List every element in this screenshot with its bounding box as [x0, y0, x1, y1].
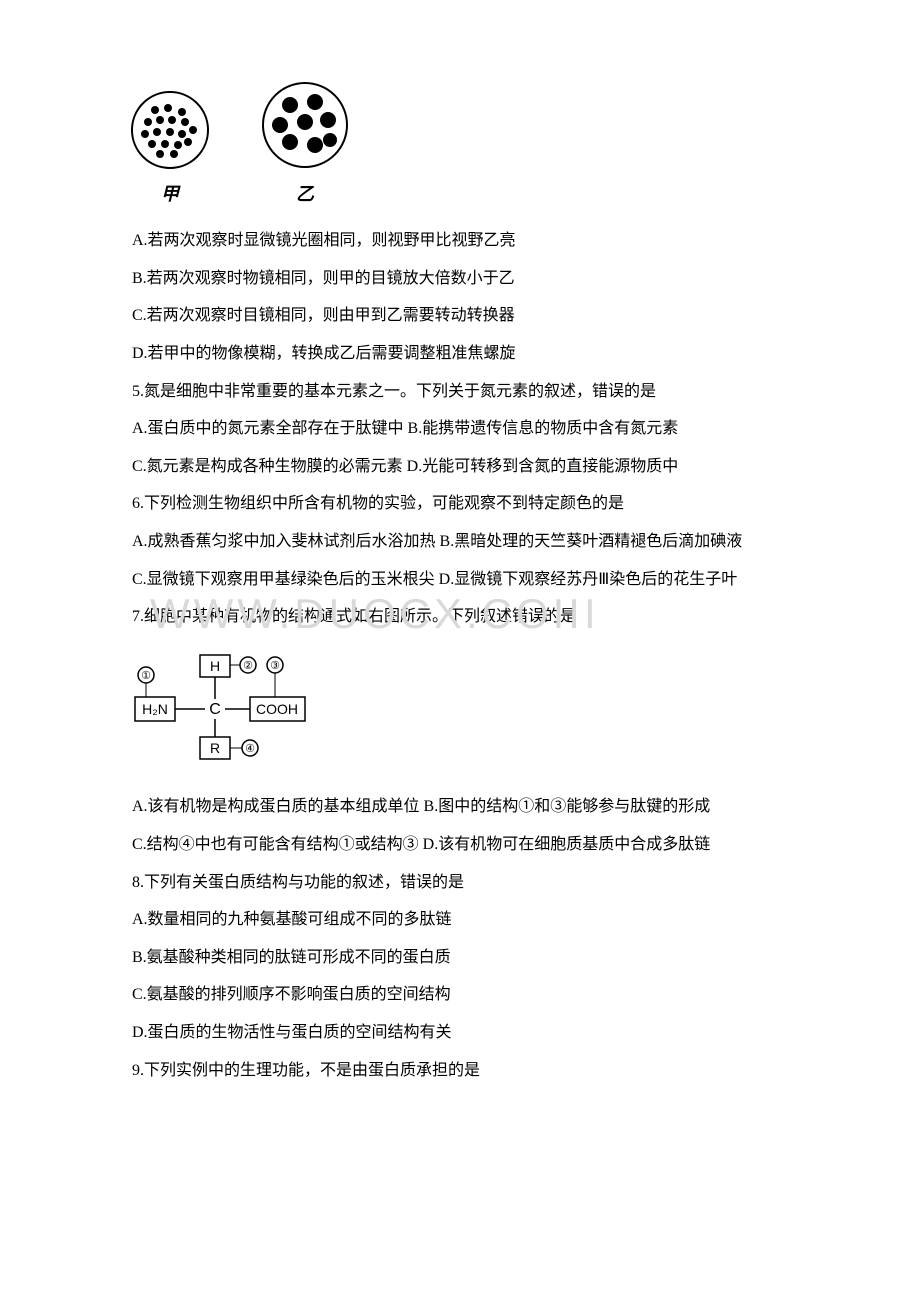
q7-stem: 7.细胞中某种有机物的结构通式如右图所示。下列叙述错误的是: [100, 602, 820, 632]
q7-optAB: A.该有机物是构成蛋白质的基本组成单位 B.图中的结构①和③能够参与肽键的形成: [100, 792, 820, 822]
q4-optC: C.若两次观察时目镜相同，则由甲到乙需要转动转换器: [100, 301, 820, 331]
label-yi: 乙: [296, 178, 314, 211]
q8-optB: B.氨基酸种类相同的肽链可形成不同的蛋白质: [100, 943, 820, 973]
q4-optA: A.若两次观察时显微镜光圈相同，则视野甲比视野乙亮: [100, 226, 820, 256]
cell-jia-icon: [130, 90, 210, 170]
svg-text:COOH: COOH: [256, 701, 298, 717]
cell-view-jia: 甲: [130, 90, 210, 211]
svg-text:③: ③: [270, 660, 280, 672]
q5-optCD: C.氮元素是构成各种生物膜的必需元素 D.光能可转移到含氮的直接能源物质中: [100, 452, 820, 482]
microscope-figure: 甲 乙: [130, 80, 820, 211]
label-jia: 甲: [161, 178, 179, 211]
cell-yi-icon: [260, 80, 350, 170]
q8-optD: D.蛋白质的生物活性与蛋白质的空间结构有关: [100, 1018, 820, 1048]
q4-optD: D.若甲中的物像模糊，转换成乙后需要调整粗准焦螺旋: [100, 339, 820, 369]
cell-view-yi: 乙: [260, 80, 350, 211]
q7-optCD: C.结构④中也有可能含有结构①或结构③ D.该有机物可在细胞质基质中合成多肽链: [100, 830, 820, 860]
q8-stem: 8.下列有关蛋白质结构与功能的叙述，错误的是: [100, 868, 820, 898]
amino-acid-diagram: H₂N ① C H ② ③ COOH: [130, 647, 820, 778]
svg-text:①: ①: [141, 670, 151, 682]
q4-optB: B.若两次观察时物镜相同，则甲的目镜放大倍数小于乙: [100, 264, 820, 294]
amino-acid-icon: H₂N ① C H ② ③ COOH: [130, 647, 330, 767]
q6-stem: 6.下列检测生物组织中所含有机物的实验，可能观察不到特定颜色的是: [100, 489, 820, 519]
svg-text:C: C: [209, 701, 221, 718]
q5-stem: 5.氮是细胞中非常重要的基本元素之一。下列关于氮元素的叙述，错误的是: [100, 377, 820, 407]
svg-text:H₂N: H₂N: [142, 701, 168, 717]
svg-text:R: R: [210, 740, 220, 756]
svg-text:②: ②: [243, 660, 253, 672]
q8-optA: A.数量相同的九种氨基酸可组成不同的多肽链: [100, 905, 820, 935]
q9-stem: 9.下列实例中的生理功能，不是由蛋白质承担的是: [100, 1056, 820, 1086]
q8-optC: C.氨基酸的排列顺序不影响蛋白质的空间结构: [100, 980, 820, 1010]
q6-optAB: A.成熟香蕉匀浆中加入斐林试剂后水浴加热 B.黑暗处理的天竺葵叶酒精褪色后滴加碘…: [100, 527, 820, 557]
svg-text:H: H: [210, 658, 220, 674]
svg-text:④: ④: [245, 743, 255, 755]
q6-optCD: C.显微镜下观察用甲基绿染色后的玉米根尖 D.显微镜下观察经苏丹Ⅲ染色后的花生子…: [100, 565, 820, 595]
q5-optAB: A.蛋白质中的氮元素全部存在于肽键中 B.能携带遗传信息的物质中含有氮元素: [100, 414, 820, 444]
